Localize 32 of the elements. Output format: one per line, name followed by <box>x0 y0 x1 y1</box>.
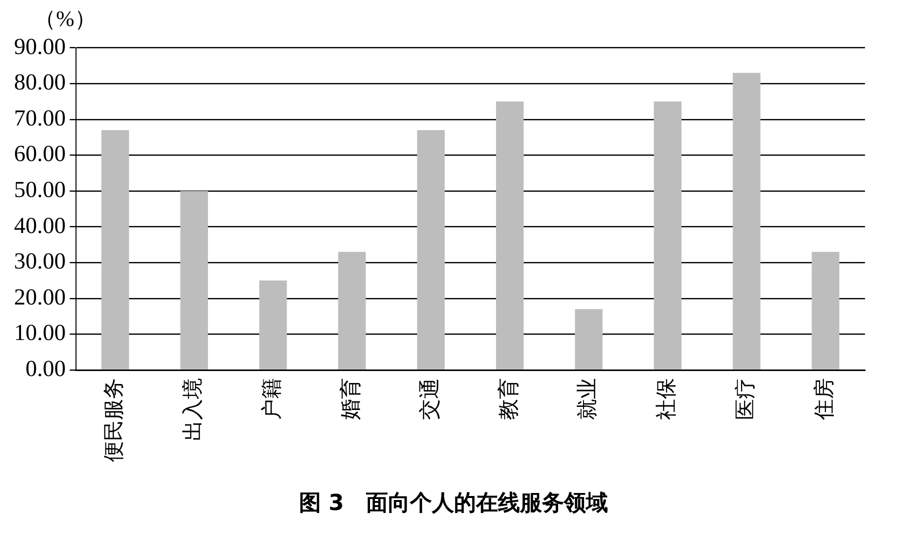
x-tick-label: 住房 <box>812 378 836 421</box>
bar <box>180 191 208 370</box>
bar <box>732 72 760 370</box>
x-tick-label: 便民服务 <box>102 378 126 462</box>
bar <box>654 102 682 370</box>
y-axis-title: （%） <box>34 5 96 33</box>
bar <box>417 130 445 370</box>
x-tick-label: 医疗 <box>733 378 758 420</box>
x-tick-label: 社保 <box>654 378 678 420</box>
x-tick-label: 出入境 <box>180 378 205 441</box>
text: 图 3 面向个人的在线服务领域 <box>298 490 609 518</box>
bar <box>101 130 130 370</box>
bar <box>812 252 840 370</box>
bar <box>259 280 287 370</box>
y-tick-label: 10.00 <box>14 320 66 346</box>
bar <box>496 102 524 370</box>
y-tick-label: 40.00 <box>14 212 66 238</box>
y-tick-label: 60.00 <box>14 141 66 166</box>
y-tick-label: 80.00 <box>14 70 66 95</box>
x-tick-label: 教育 <box>496 378 520 420</box>
y-tick-label: 30.00 <box>14 248 66 274</box>
x-tick-label: 就业 <box>575 378 600 420</box>
x-tick-label: 户籍 <box>260 378 284 420</box>
y-tick-label: 90.00 <box>14 34 66 59</box>
x-tick-label: 交通 <box>417 378 442 420</box>
y-tick-label: 50.00 <box>14 177 66 202</box>
y-tick-label: 70.00 <box>14 105 66 130</box>
x-tick-label: 婚育 <box>338 378 362 420</box>
bar <box>574 309 603 370</box>
bar <box>338 252 366 370</box>
y-tick-label: 0.00 <box>26 356 66 382</box>
y-tick-label: 20.00 <box>14 284 66 310</box>
